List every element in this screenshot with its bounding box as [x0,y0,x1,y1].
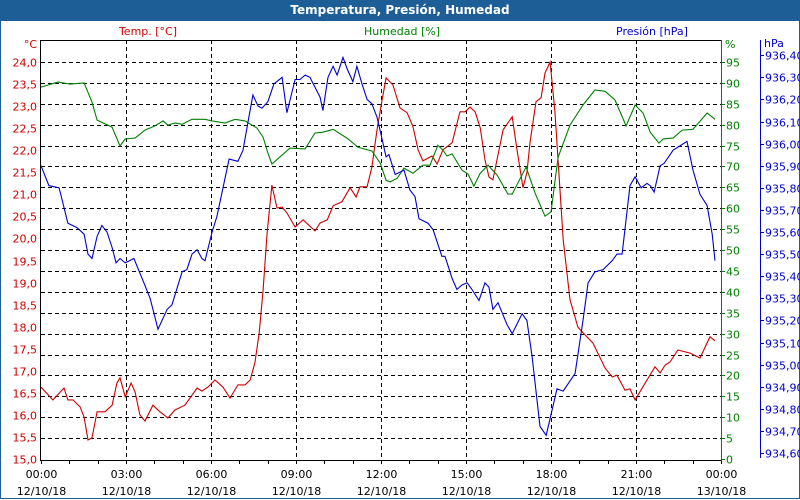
humidity-tick-label: 55 [726,224,740,237]
temp-tick-label: 23,5 [13,79,38,92]
x-tick-date-label: 13/10/18 [697,485,746,498]
pressure-tick-label: 935,50 [765,249,800,262]
x-tick-time-label: 00:00 [26,468,58,481]
humidity-series-label: Humedad [%] [364,25,440,38]
humidity-tick-label: 20 [726,370,740,383]
x-tick-date-label: 12/10/18 [187,485,236,498]
humidity-tick-label: 25 [726,350,740,363]
temp-tick-label: 18,0 [13,322,38,335]
x-tick-date-label: 12/10/18 [357,485,406,498]
humidity-tick-label: 65 [726,182,740,195]
humidity-tick-label: 85 [726,99,740,112]
x-tick-date-label: 12/10/18 [272,485,321,498]
pressure-tick-label: 936,30 [765,72,800,85]
pressure-tick-label: 935,30 [765,293,800,306]
humidity-tick-label: 60 [726,203,740,216]
temp-series-line [40,59,716,441]
temp-tick-label: 17,5 [13,344,38,357]
temp-tick-label: 21,0 [13,189,38,202]
x-tick-time-label: 09:00 [281,468,313,481]
pressure-tick-label: 935,70 [765,205,800,218]
temp-tick-label: 16,5 [13,388,38,401]
pressure-tick-label: 934,80 [765,404,800,417]
pressure-tick-label: 936,00 [765,139,800,152]
temp-tick-label: 15,0 [13,454,38,467]
x-tick-time-label: 12:00 [366,468,398,481]
temp-tick-label: 19,5 [13,256,38,269]
humidity-tick-label: 80 [726,120,740,133]
temp-tick-label: 22,0 [13,145,38,158]
x-tick-time-label: 00:00 [706,468,738,481]
temp-tick-label: 19,0 [13,278,38,291]
humidity-tick-label: 50 [726,245,740,258]
temp-tick-label: 24,0 [13,57,38,70]
pressure-unit-label: hPa [764,37,784,50]
x-tick-time-label: 21:00 [621,468,653,481]
humidity-tick-label: 45 [726,266,740,279]
x-tick-date-label: 12/10/18 [527,485,576,498]
temp-tick-label: 22,5 [13,123,38,136]
pressure-tick-label: 935,60 [765,227,800,240]
pressure-series-label: Presión [hPa] [616,25,688,38]
pressure-tick-label: 935,20 [765,315,800,328]
grid [41,40,721,459]
humidity-tick-label: 0 [726,454,733,467]
temp-tick-label: 20,5 [13,211,38,224]
pressure-tick-label: 936,10 [765,117,800,130]
temp-tick-label: 20,0 [13,233,38,246]
x-tick-time-label: 15:00 [451,468,483,481]
pressure-tick-label: 935,90 [765,161,800,174]
pressure-tick-label: 935,10 [765,338,800,351]
pressure-tick-label: 935,00 [765,360,800,373]
pressure-tick-label: 934,60 [765,448,800,461]
humidity-tick-label: 5 [726,433,733,446]
temp-tick-label: 17,0 [13,366,38,379]
temp-unit-label: °C [24,38,38,51]
axes: 0 5 10 15 20 25 30 35 40 45 50 55 60 65 70 75 80 85 90 95 15… [13,40,800,498]
temp-tick-label: 21,5 [13,167,38,180]
pressure-tick-label: 934,90 [765,382,800,395]
x-tick-date-label: 12/10/18 [102,485,151,498]
x-tick-date-label: 12/10/18 [442,485,491,498]
chart-title: Temperatura, Presión, Humedad [0,0,800,21]
humidity-tick-label: 10 [726,412,740,425]
temp-tick-label: 16,0 [13,410,38,423]
hum-series-line [40,81,716,218]
pressure-tick-label: 936,40 [765,50,800,63]
pressure-tick-label: 935,80 [765,183,800,196]
pressure-tick-label: 934,70 [765,426,800,439]
humidity-tick-label: 95 [726,57,740,70]
humidity-tick-label: 30 [726,329,740,342]
x-tick-date-label: 12/10/18 [17,485,66,498]
x-tick-time-label: 06:00 [196,468,228,481]
humidity-tick-label: 35 [726,308,740,321]
humidity-tick-label: 90 [726,78,740,91]
humidity-unit-label: % [725,38,735,51]
x-tick-time-label: 03:00 [111,468,143,481]
humidity-tick-label: 15 [726,391,740,404]
humidity-tick-label: 40 [726,287,740,300]
pres-series-line [40,55,716,437]
series-lines [40,55,716,441]
x-tick-time-label: 18:00 [536,468,568,481]
temp-series-label: Temp. [°C] [118,25,177,38]
x-tick-date-label: 12/10/18 [612,485,661,498]
pressure-tick-label: 936,20 [765,94,800,107]
humidity-tick-label: 70 [726,161,740,174]
temp-tick-label: 23,0 [13,101,38,114]
temp-tick-label: 18,5 [13,300,38,313]
humidity-tick-label: 75 [726,141,740,154]
pressure-tick-label: 935,40 [765,271,800,284]
temp-tick-label: 15,5 [13,432,38,445]
